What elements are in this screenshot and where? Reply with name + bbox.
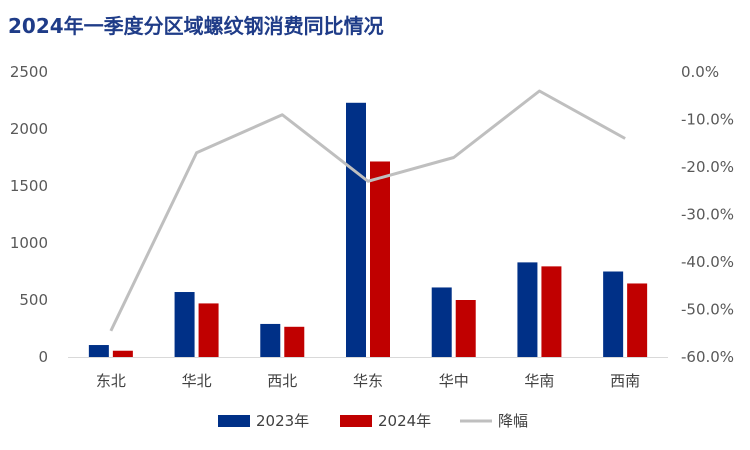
left-axis: 0 500 1000 1500 2000 2500 [10, 63, 48, 366]
left-axis-tick-label: 0 [38, 348, 48, 366]
right-axis-tick-label: -10.0% [681, 111, 734, 129]
right-axis-tick-label: -60.0% [681, 348, 734, 366]
bar-2023-6 [603, 271, 624, 357]
bar-2023-3 [346, 102, 366, 357]
bar-2024-3 [370, 161, 390, 357]
right-axis-tick-label: -40.0% [681, 253, 734, 271]
category-label: 华东 [353, 372, 383, 390]
bar-2023-2 [260, 323, 281, 357]
legend-swatch-1 [340, 415, 372, 427]
category-label: 华北 [182, 372, 212, 390]
left-axis-tick-label: 2000 [10, 120, 48, 138]
left-axis-tick-label: 1000 [10, 234, 48, 252]
left-axis-tick-label: 1500 [10, 177, 48, 195]
chart-title: 2024年一季度分区域螺纹钢消费同比情况 [8, 14, 384, 38]
legend-label-0: 2023年 [256, 412, 309, 430]
legend: 2023年 2024年 降幅 [218, 412, 528, 430]
bar-2023-5 [517, 262, 538, 357]
category-label: 华中 [439, 372, 469, 390]
category-label: 西北 [267, 372, 297, 390]
right-axis-tick-label: -30.0% [681, 206, 734, 224]
right-axis-tick-label: -50.0% [681, 301, 734, 319]
right-axis: -60.0% -50.0% -40.0% -30.0% -20.0% -10.0% 0.0% [681, 63, 734, 366]
bar-series-group [88, 102, 648, 357]
bar-2024-1 [198, 303, 219, 357]
line-series-group [109, 89, 626, 332]
bar-2023-4 [431, 287, 452, 357]
bar-2023-0 [88, 345, 109, 357]
category-labels: 东北 华北 西北 华东 华中 华南 西南 [96, 372, 640, 390]
category-label: 东北 [96, 372, 126, 390]
bar-2024-4 [455, 300, 476, 357]
legend-swatch-0 [218, 415, 250, 427]
category-label: 西南 [610, 372, 640, 390]
bar-2024-2 [284, 326, 305, 357]
right-axis-tick-label: -20.0% [681, 158, 734, 176]
bar-2024-5 [541, 266, 562, 357]
left-axis-tick-label: 2500 [10, 63, 48, 81]
bar-2023-1 [174, 292, 195, 357]
left-axis-tick-label: 500 [19, 291, 48, 309]
legend-label-2: 降幅 [498, 412, 528, 430]
legend-label-1: 2024年 [378, 412, 431, 430]
bar-2024-6 [627, 283, 648, 357]
bar-2024-0 [112, 350, 133, 357]
right-axis-tick-label: 0.0% [681, 63, 719, 81]
category-label: 华南 [524, 372, 554, 390]
